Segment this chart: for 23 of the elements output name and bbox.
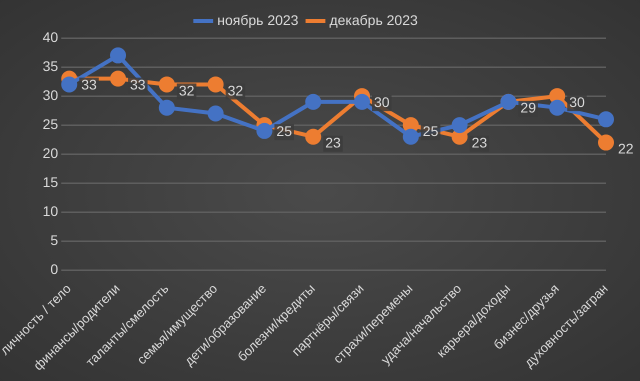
data-label: 22 [618,140,634,156]
y-tick-label: 20 [42,145,58,162]
data-label: 32 [178,82,195,98]
data-label: 25 [276,122,292,139]
y-tick-label: 15 [42,174,58,190]
legend-label: декабрь 2023 [329,12,418,28]
data-label: 33 [81,76,98,93]
data-label: 25 [422,122,439,139]
y-tick-label: 5 [50,232,58,248]
y-tick-label: 0 [50,261,58,278]
y-tick-label: 35 [42,58,58,74]
data-label: 23 [325,134,341,151]
data-label: 33 [130,76,146,93]
y-tick-label: 40 [42,28,58,45]
data-label: 29 [520,100,536,116]
y-tick-label: 25 [42,116,58,132]
legend-label: ноябрь 2023 [217,12,299,28]
data-label: 30 [569,94,585,110]
data-label: 32 [228,82,244,98]
data-label: 30 [374,94,390,110]
data-label: 23 [472,134,488,151]
y-tick-label: 10 [42,203,58,220]
y-tick-label: 30 [42,86,58,103]
